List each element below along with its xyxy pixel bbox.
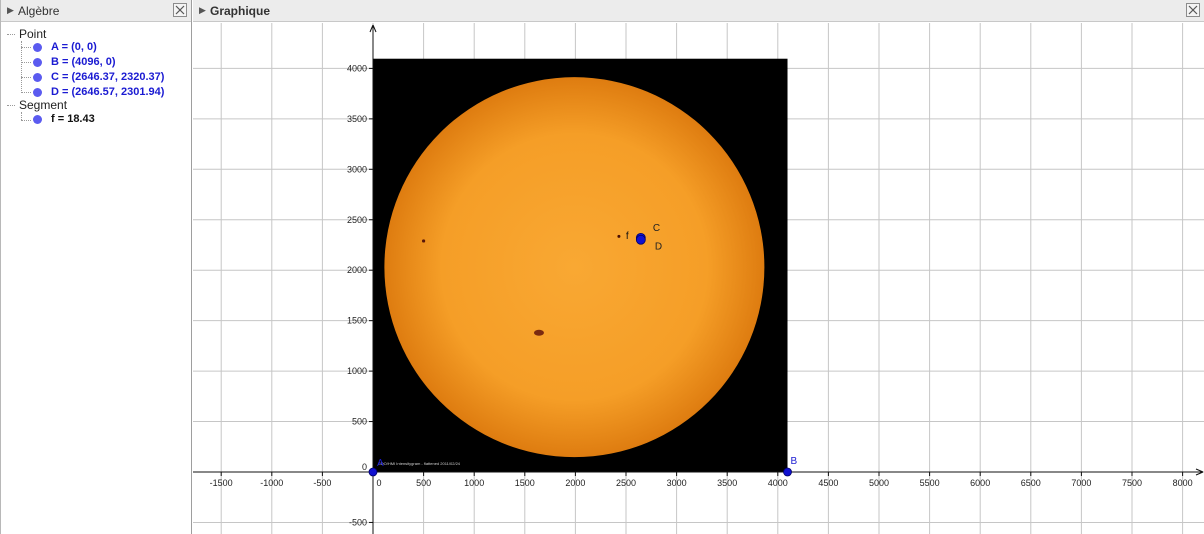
x-tick-label: 1000 bbox=[464, 478, 484, 488]
point-d[interactable] bbox=[636, 235, 645, 244]
x-tick-label: -500 bbox=[313, 478, 331, 488]
y-tick-label: 2000 bbox=[347, 265, 367, 275]
x-tick-label: 6500 bbox=[1021, 478, 1041, 488]
y-tick-label: 3500 bbox=[347, 114, 367, 124]
x-tick-label: 1500 bbox=[515, 478, 535, 488]
point-d-item[interactable]: D = (2646.57, 2301.94) bbox=[51, 86, 164, 98]
algebra-title: Algèbre bbox=[18, 4, 59, 18]
point-a[interactable] bbox=[369, 468, 377, 476]
point-b-item[interactable]: B = (4096, 0) bbox=[51, 56, 116, 68]
point-c-label: C bbox=[653, 223, 660, 234]
x-tick-label: 3500 bbox=[717, 478, 737, 488]
point-b-label: B bbox=[791, 456, 798, 467]
x-tick-label: 2000 bbox=[565, 478, 585, 488]
y-tick-label: 2500 bbox=[347, 215, 367, 225]
x-tick-label: 2500 bbox=[616, 478, 636, 488]
x-tick-label: 500 bbox=[416, 478, 431, 488]
segment-f-visibility-toggle[interactable] bbox=[33, 115, 42, 124]
algebra-panel: ▶ Algèbre Point A = (0, 0) B = (4096, 0)… bbox=[1, 0, 192, 534]
graphics-title: Graphique bbox=[210, 4, 270, 18]
collapse-arrow-icon[interactable]: ▶ bbox=[7, 5, 14, 16]
y-tick-label: 4000 bbox=[347, 63, 367, 73]
close-icon[interactable] bbox=[1186, 3, 1200, 17]
algebra-header[interactable]: ▶ Algèbre bbox=[1, 0, 191, 22]
x-tick-label: -1500 bbox=[210, 478, 233, 488]
point-a-visibility-toggle[interactable] bbox=[33, 43, 42, 52]
group-point[interactable]: Point bbox=[19, 27, 46, 41]
y-tick-label: -500 bbox=[349, 517, 367, 527]
x-tick-label: 7500 bbox=[1122, 478, 1142, 488]
x-tick-label: 5500 bbox=[920, 478, 940, 488]
x-tick-label: 5000 bbox=[869, 478, 889, 488]
graphics-canvas[interactable]: SDO/HMI Intensitygram - flattened 2011/0… bbox=[193, 23, 1204, 534]
x-tick-label: 4500 bbox=[818, 478, 838, 488]
graphics-header[interactable]: ▶ Graphique bbox=[193, 0, 1204, 22]
point-c-item[interactable]: C = (2646.37, 2320.37) bbox=[51, 71, 164, 83]
close-icon[interactable] bbox=[173, 3, 187, 17]
x-tick-label: 3000 bbox=[667, 478, 687, 488]
x-tick-label: -1000 bbox=[260, 478, 283, 488]
y-tick-label: 1000 bbox=[347, 366, 367, 376]
graphics-panel: ▶ Graphique SDO/HMI Intensit bbox=[193, 0, 1204, 534]
point-d-label: D bbox=[655, 242, 662, 253]
y-tick-label: 0 bbox=[362, 462, 367, 472]
sunspot-group bbox=[534, 330, 544, 336]
collapse-arrow-icon[interactable]: ▶ bbox=[199, 5, 206, 16]
x-tick-label: 0 bbox=[376, 478, 381, 488]
point-d-visibility-toggle[interactable] bbox=[33, 88, 42, 97]
x-tick-label: 7000 bbox=[1071, 478, 1091, 488]
sunspot bbox=[422, 239, 425, 242]
image-caption: SDO/HMI Intensitygram - flattened 2011/0… bbox=[378, 461, 461, 466]
sun-disk bbox=[384, 77, 764, 457]
sun-image: SDO/HMI Intensitygram - flattened 2011/0… bbox=[373, 59, 788, 472]
point-a-label: A bbox=[377, 458, 384, 469]
segment-f-label: f bbox=[626, 231, 629, 242]
x-tick-label: 8000 bbox=[1173, 478, 1193, 488]
point-a-item[interactable]: A = (0, 0) bbox=[51, 41, 97, 53]
x-tick-label: 6000 bbox=[970, 478, 990, 488]
point-c-visibility-toggle[interactable] bbox=[33, 73, 42, 82]
y-tick-label: 1500 bbox=[347, 316, 367, 326]
sunspot bbox=[617, 235, 620, 238]
group-segment[interactable]: Segment bbox=[19, 98, 67, 112]
y-tick-label: 500 bbox=[352, 417, 367, 427]
segment-f-item[interactable]: f = 18.43 bbox=[51, 113, 95, 125]
x-tick-label: 4000 bbox=[768, 478, 788, 488]
y-tick-label: 3000 bbox=[347, 164, 367, 174]
point-b[interactable] bbox=[784, 468, 792, 476]
point-b-visibility-toggle[interactable] bbox=[33, 58, 42, 67]
